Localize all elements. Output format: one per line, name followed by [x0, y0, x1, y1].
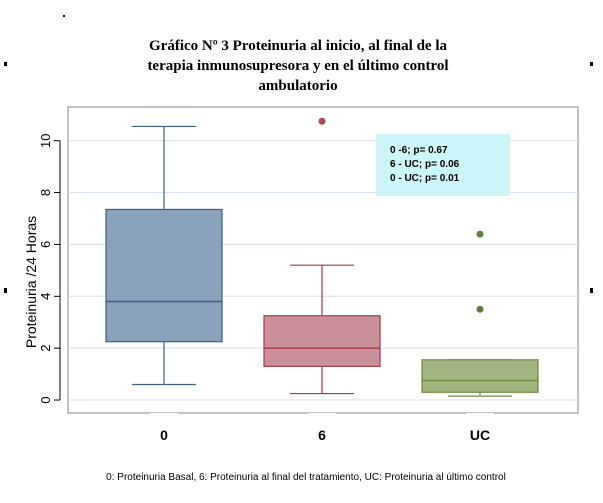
x-tick-label-6: 6 — [318, 427, 326, 443]
y-tick-label-10: 10 — [38, 133, 53, 147]
annotation-line-3: 0 - UC; p= 0.01 — [390, 173, 460, 184]
x-tick-label-0: 0 — [160, 427, 168, 443]
outlier-UC-0 — [476, 305, 484, 313]
y-tick-label-4: 4 — [38, 293, 53, 300]
outlier-UC-1 — [476, 230, 484, 238]
y-axis-label: Proteinuria /24 Horas — [23, 216, 39, 348]
box-body-6 — [263, 315, 381, 367]
y-tick-label-0: 0 — [38, 396, 53, 403]
box-6 — [263, 117, 381, 395]
box-0 — [105, 125, 223, 386]
edge-mark-left-mid — [4, 288, 7, 293]
y-tick-label-2: 2 — [38, 345, 53, 352]
edge-dot — [63, 15, 65, 17]
box-layer — [105, 117, 539, 397]
y-tick-label-8: 8 — [38, 189, 53, 196]
x-tick-label-UC: UC — [470, 427, 490, 443]
annotation-box — [376, 134, 510, 196]
edge-mark-right-mid — [590, 288, 593, 293]
edge-mark-right-top — [590, 62, 593, 66]
box-body-0 — [105, 208, 223, 343]
outlier-6-0 — [318, 117, 326, 125]
annotation-line-2: 6 - UC; p= 0.06 — [390, 159, 460, 170]
annotation-line-1: 0 -6; p= 0.67 — [390, 145, 448, 156]
edge-mark-left-top — [4, 62, 7, 66]
y-axis: 0 2 4 6 8 10 0 6 UC — [38, 133, 494, 443]
box-UC — [421, 230, 539, 397]
chart-title-line-2: terapia inmunosupresora y en el último c… — [147, 58, 448, 74]
chart-title-line-1: Gráfico Nº 3 Proteinuria al inicio, al f… — [149, 38, 447, 54]
box-body-UC — [421, 359, 539, 393]
y-tick-label-6: 6 — [38, 241, 53, 248]
chart-title-line-3: ambulatorio — [258, 78, 337, 94]
chart-caption: 0: Proteinuria Basal, 6: Proteinuria al … — [106, 472, 506, 483]
